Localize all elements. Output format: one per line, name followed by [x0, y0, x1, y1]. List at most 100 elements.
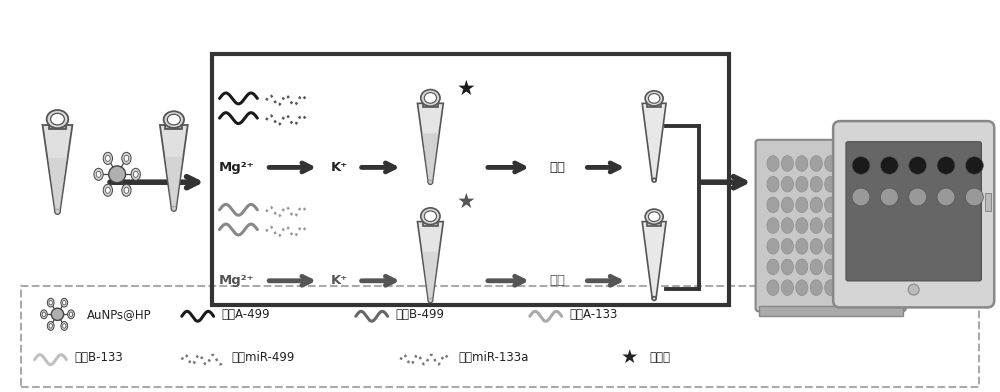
Ellipse shape: [124, 187, 129, 193]
Circle shape: [937, 188, 955, 206]
Circle shape: [965, 156, 983, 174]
Ellipse shape: [767, 176, 779, 192]
Ellipse shape: [767, 197, 779, 213]
Circle shape: [172, 207, 176, 211]
Polygon shape: [642, 103, 666, 180]
Ellipse shape: [839, 176, 851, 192]
Bar: [423, 103, 438, 107]
Ellipse shape: [767, 156, 779, 171]
Ellipse shape: [103, 152, 112, 164]
Ellipse shape: [796, 218, 808, 234]
Polygon shape: [165, 157, 182, 209]
Text: ★: ★: [621, 348, 638, 367]
Ellipse shape: [47, 298, 54, 307]
Ellipse shape: [796, 156, 808, 171]
Ellipse shape: [839, 280, 851, 296]
Ellipse shape: [882, 156, 894, 171]
Ellipse shape: [853, 176, 866, 192]
Bar: [423, 221, 438, 225]
Circle shape: [852, 156, 870, 174]
Ellipse shape: [810, 197, 822, 213]
Text: Mg²⁺: Mg²⁺: [219, 161, 254, 174]
Ellipse shape: [781, 259, 793, 275]
Ellipse shape: [810, 156, 822, 171]
Text: 靶标miR-133a: 靶标miR-133a: [458, 351, 529, 364]
Text: ★: ★: [457, 78, 476, 98]
Ellipse shape: [825, 280, 837, 296]
Ellipse shape: [868, 197, 880, 213]
Ellipse shape: [424, 211, 437, 221]
Ellipse shape: [825, 238, 837, 254]
Polygon shape: [160, 125, 188, 209]
Circle shape: [880, 156, 898, 174]
Ellipse shape: [839, 197, 851, 213]
Text: K⁺: K⁺: [330, 274, 348, 287]
Text: 离心: 离心: [550, 274, 566, 287]
Circle shape: [652, 297, 656, 300]
Ellipse shape: [122, 152, 131, 164]
Circle shape: [55, 209, 60, 214]
Ellipse shape: [63, 324, 66, 328]
Circle shape: [109, 166, 126, 183]
Text: AuNPs@HP: AuNPs@HP: [87, 308, 152, 321]
Circle shape: [909, 188, 927, 206]
Ellipse shape: [781, 280, 793, 296]
Ellipse shape: [796, 176, 808, 192]
Ellipse shape: [133, 171, 138, 177]
Text: Mg²⁺: Mg²⁺: [219, 274, 254, 287]
Ellipse shape: [781, 218, 793, 234]
Ellipse shape: [853, 218, 866, 234]
Ellipse shape: [69, 312, 73, 316]
Polygon shape: [48, 158, 67, 212]
Ellipse shape: [767, 218, 779, 234]
Text: 酶链A-133: 酶链A-133: [570, 308, 618, 321]
Circle shape: [908, 284, 919, 295]
Ellipse shape: [648, 94, 660, 103]
Polygon shape: [417, 103, 443, 182]
Ellipse shape: [839, 218, 851, 234]
Ellipse shape: [767, 259, 779, 275]
Ellipse shape: [868, 176, 880, 192]
Ellipse shape: [648, 212, 660, 221]
Bar: [985, 193, 991, 211]
Ellipse shape: [868, 259, 880, 275]
Ellipse shape: [49, 300, 52, 305]
Ellipse shape: [882, 280, 894, 296]
Ellipse shape: [796, 197, 808, 213]
Circle shape: [428, 180, 432, 184]
Circle shape: [429, 180, 432, 184]
Ellipse shape: [825, 218, 837, 234]
Ellipse shape: [868, 156, 880, 171]
Ellipse shape: [781, 238, 793, 254]
Ellipse shape: [810, 176, 822, 192]
Circle shape: [428, 298, 432, 303]
FancyBboxPatch shape: [846, 142, 981, 281]
Circle shape: [55, 210, 60, 214]
Circle shape: [652, 178, 656, 182]
Ellipse shape: [49, 324, 52, 328]
Bar: [212, 54, 729, 305]
Ellipse shape: [47, 110, 68, 128]
Ellipse shape: [124, 155, 129, 162]
Ellipse shape: [96, 171, 101, 177]
Ellipse shape: [882, 218, 894, 234]
Ellipse shape: [94, 168, 103, 180]
Ellipse shape: [796, 280, 808, 296]
Ellipse shape: [882, 259, 894, 275]
Ellipse shape: [853, 238, 866, 254]
Ellipse shape: [882, 238, 894, 254]
Text: 酶链B-133: 酶链B-133: [74, 351, 123, 364]
Ellipse shape: [825, 197, 837, 213]
Ellipse shape: [853, 156, 866, 171]
Ellipse shape: [767, 280, 779, 296]
Text: K⁺: K⁺: [330, 161, 348, 174]
Ellipse shape: [51, 113, 64, 125]
Ellipse shape: [63, 300, 66, 305]
Polygon shape: [642, 221, 666, 299]
Bar: [759, 307, 903, 316]
Bar: [165, 125, 182, 129]
Ellipse shape: [853, 280, 866, 296]
Ellipse shape: [796, 259, 808, 275]
Ellipse shape: [421, 208, 440, 225]
Ellipse shape: [796, 238, 808, 254]
